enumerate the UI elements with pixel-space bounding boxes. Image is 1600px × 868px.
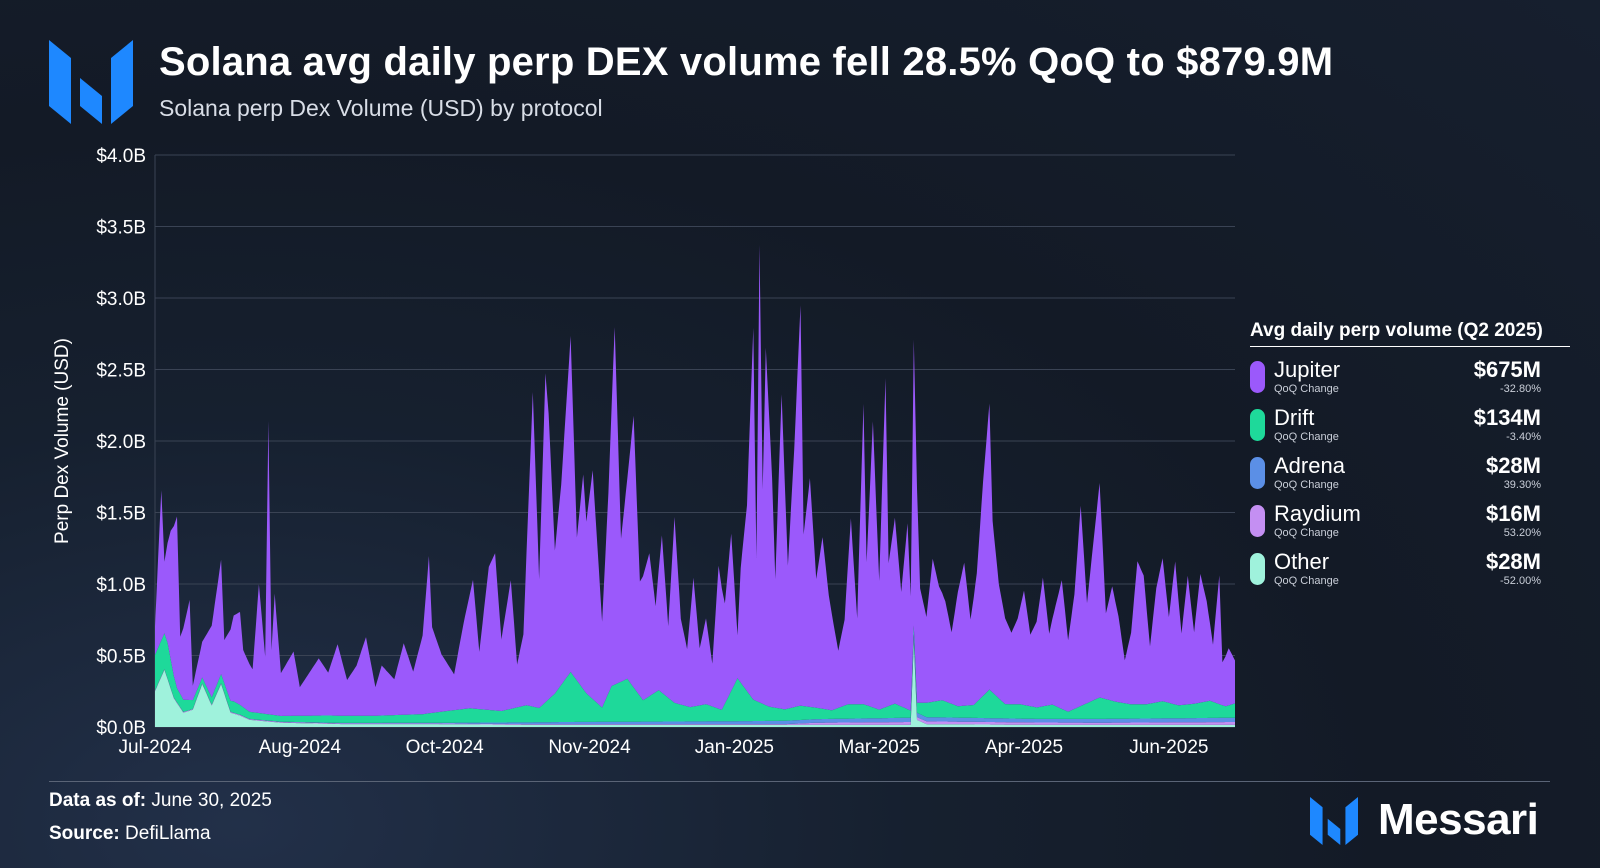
legend-item-raydium: Raydium QoQ Change $16M 53.20% (1250, 499, 1570, 547)
legend-name: Raydium (1274, 501, 1361, 526)
y-tick-label: $4.0B (96, 146, 146, 167)
legend-item-drift: Drift QoQ Change $134M -3.40% (1250, 403, 1570, 451)
data-as-of-value: June 30, 2025 (151, 790, 272, 811)
legend-swatch (1250, 553, 1265, 585)
legend-value: $28M (1485, 453, 1541, 478)
legend-name: Other (1274, 549, 1330, 574)
legend-value: $675M (1473, 357, 1541, 382)
x-tick-label: Jan-2025 (695, 737, 774, 758)
legend-value: $16M (1485, 501, 1541, 526)
legend-sub-label: QoQ Change (1274, 575, 1339, 587)
messari-brand: Messari (1310, 795, 1550, 847)
legend-name: Jupiter (1274, 357, 1341, 382)
y-tick-label: $3.5B (96, 218, 146, 239)
legend-sub-label: QoQ Change (1274, 431, 1339, 443)
chart-title: Solana avg daily perp DEX volume fell 28… (159, 40, 1334, 84)
y-tick-label: $3.0B (96, 289, 146, 310)
legend-sub-label: QoQ Change (1274, 527, 1339, 539)
x-tick-label: Aug-2024 (259, 737, 342, 758)
legend-item-jupiter: Jupiter QoQ Change $675M -32.80% (1250, 355, 1570, 403)
area-series-jupiter (155, 244, 1235, 717)
legend-swatch (1250, 457, 1265, 489)
legend-change: -52.00% (1500, 575, 1541, 587)
legend-swatch (1250, 361, 1265, 393)
legend-value: $28M (1485, 549, 1541, 574)
legend-swatch (1250, 409, 1265, 441)
legend-swatch (1250, 505, 1265, 537)
legend: Avg daily perp volume (Q2 2025) Jupiter Q… (1250, 320, 1570, 595)
y-axis-title: Perp Dex Volume (USD) (52, 338, 73, 544)
legend-change: -32.80% (1500, 383, 1541, 395)
y-tick-label: $1.5B (96, 504, 146, 525)
source-value: DefiLlama (125, 823, 211, 844)
chart-subtitle: Solana perp Dex Volume (USD) by protocol (159, 95, 603, 121)
legend-item-adrena: Adrena QoQ Change $28M 39.30% (1250, 451, 1570, 499)
x-tick-label: Jul-2024 (119, 737, 192, 758)
x-tick-label: Jun-2025 (1129, 737, 1208, 758)
legend-change: 53.20% (1503, 527, 1541, 539)
x-tick-label: Oct-2024 (406, 737, 485, 758)
area-series-drift (155, 625, 1235, 723)
data-as-of-label: Data as of: (49, 790, 147, 811)
x-tick-label: Mar-2025 (839, 737, 920, 758)
legend-name: Drift (1274, 405, 1315, 430)
legend-sub-label: QoQ Change (1274, 383, 1339, 395)
legend-change: -3.40% (1506, 431, 1541, 443)
legend-value: $134M (1473, 405, 1541, 430)
legend-item-other: Other QoQ Change $28M -52.00% (1250, 547, 1570, 595)
legend-change: 39.30% (1503, 479, 1541, 491)
y-tick-label: $0.5B (96, 647, 146, 668)
legend-title: Avg daily perp volume (Q2 2025) (1250, 320, 1570, 347)
legend-name: Adrena (1274, 453, 1345, 478)
y-tick-label: $0.0B (96, 718, 146, 739)
y-tick-label: $1.0B (96, 575, 146, 596)
y-tick-label: $2.0B (96, 432, 146, 453)
messari-brand-icon (1310, 797, 1358, 845)
x-tick-label: Apr-2025 (985, 737, 1063, 758)
legend-sub-label: QoQ Change (1274, 479, 1339, 491)
y-tick-label: $2.5B (96, 361, 146, 382)
footer-divider (49, 781, 1550, 782)
source: Source: DefiLlama (49, 823, 211, 845)
brand-name: Messari (1378, 795, 1539, 844)
x-tick-label: Nov-2024 (548, 737, 631, 758)
messari-logo-icon (49, 40, 133, 124)
source-label: Source: (49, 823, 120, 844)
data-as-of: Data as of: June 30, 2025 (49, 790, 272, 812)
